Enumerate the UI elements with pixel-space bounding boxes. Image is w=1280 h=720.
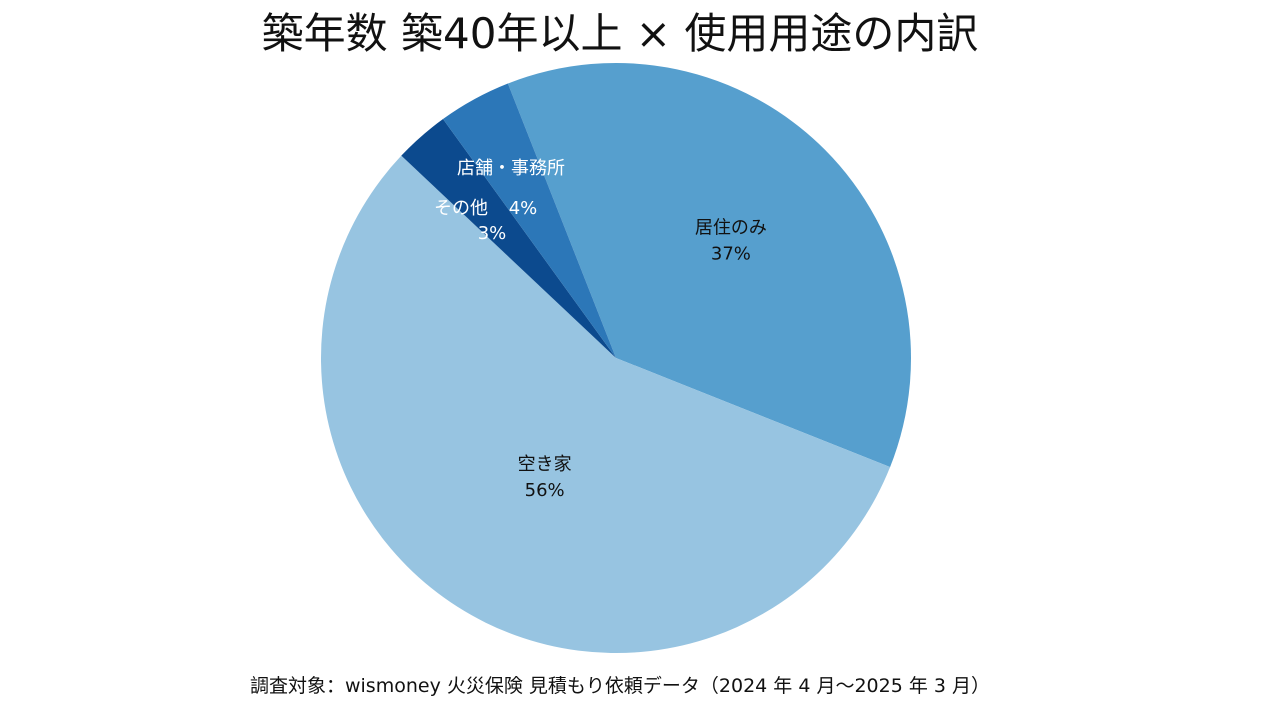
pie-slice-3 — [401, 119, 616, 358]
chart-title: 築年数 築40年以上 × 使用用途の内訳 — [261, 9, 979, 58]
pie-label-name-2: 空き家 — [518, 454, 572, 475]
pie-label-value-4: 4% — [509, 198, 538, 219]
pie-slices — [321, 62, 912, 653]
pie-labels: 居住のみ 37% 空き家 56% その他 3% 店舗・事務所 4% — [434, 158, 767, 501]
pie-slice-4 — [443, 83, 616, 358]
pie-label-name-4: 店舗・事務所 — [457, 158, 565, 179]
pie-label-value-1: 37% — [711, 243, 751, 264]
pie-slice-2 — [321, 155, 891, 653]
pie-label-name-1: 居住のみ — [695, 217, 767, 238]
pie-label-value-2: 56% — [525, 480, 565, 501]
pie-label-value-3: 3% — [478, 223, 507, 244]
pie-slice-1 — [507, 62, 912, 468]
source-note: 調査対象：wismoney 火災保険 見積もり依頼データ（2024 年 4 月〜… — [249, 675, 991, 697]
pie-label-name-3: その他 — [434, 198, 488, 219]
